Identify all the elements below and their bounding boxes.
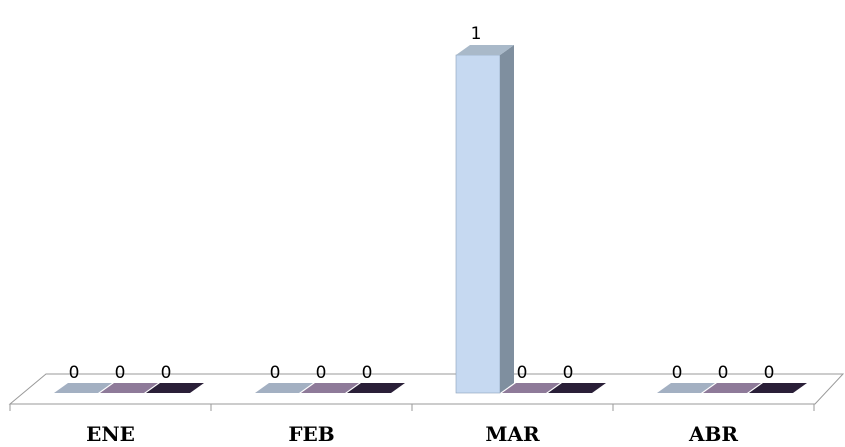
category-label-feb: FEB xyxy=(288,422,334,446)
bar-mar-s2 xyxy=(502,383,560,393)
bar-abr-s3 xyxy=(749,383,807,393)
category-label-mar: MAR xyxy=(485,422,540,446)
bar-feb-s2 xyxy=(301,383,359,393)
data-label-abr-s1: 0 xyxy=(672,363,683,383)
data-label-abr-s3: 0 xyxy=(764,363,775,383)
data-label-mar-s3: 0 xyxy=(563,363,574,383)
data-label-feb-s2: 0 xyxy=(316,363,327,383)
bar-side-mar-s1 xyxy=(500,45,514,393)
chart-floor xyxy=(8,373,845,411)
data-label-mar-s2: 0 xyxy=(517,363,528,383)
data-labels: 0 0 0 0 0 0 1 0 0 0 0 0 xyxy=(69,24,775,383)
data-label-mar-s1: 1 xyxy=(471,24,482,44)
bar-ene-s3 xyxy=(146,383,204,393)
bar-top-mar-s1 xyxy=(456,45,514,55)
bar-abr-s1 xyxy=(657,383,715,393)
bar-feb-s3 xyxy=(347,383,405,393)
category-axis: ENE FEB MAR ABR xyxy=(86,422,738,446)
bar-mar-s1 xyxy=(455,54,501,394)
bar-mar-s3 xyxy=(548,383,606,393)
bar-ene-s2 xyxy=(100,383,158,393)
bar-feb-s1 xyxy=(255,383,313,393)
category-label-abr: ABR xyxy=(688,422,738,446)
data-label-feb-s3: 0 xyxy=(362,363,373,383)
bars xyxy=(54,45,807,394)
data-label-feb-s1: 0 xyxy=(270,363,281,383)
category-label-ene: ENE xyxy=(86,422,135,446)
data-label-ene-s1: 0 xyxy=(69,363,80,383)
bar-ene-s1 xyxy=(54,383,112,393)
data-label-ene-s3: 0 xyxy=(161,363,172,383)
data-label-abr-s2: 0 xyxy=(718,363,729,383)
bar-abr-s2 xyxy=(703,383,761,393)
data-label-ene-s2: 0 xyxy=(115,363,126,383)
